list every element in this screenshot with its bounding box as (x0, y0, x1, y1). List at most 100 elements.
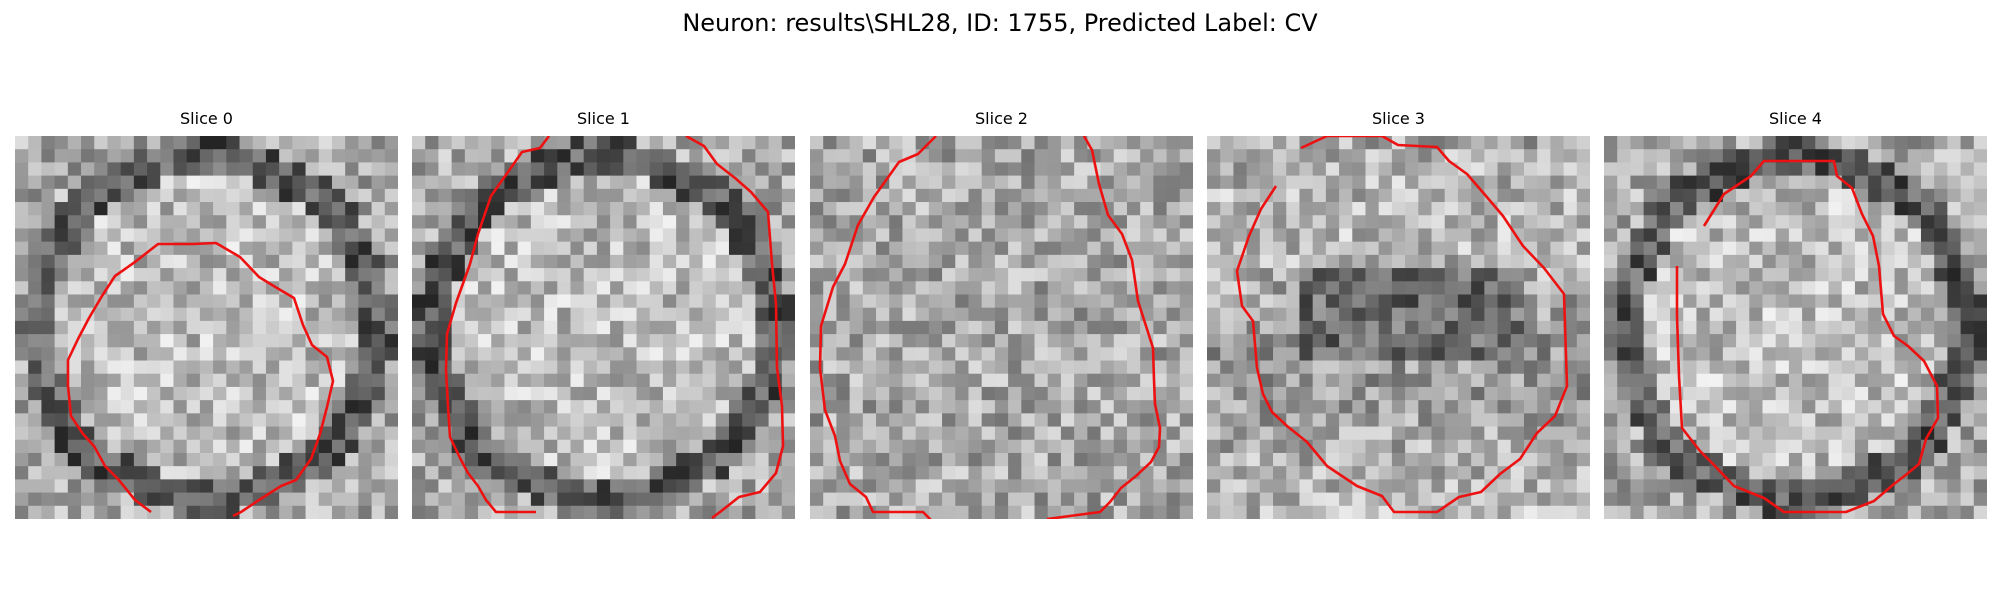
pixel-cell (530, 202, 545, 216)
pixel-cell (781, 228, 795, 243)
pixel-cell (425, 241, 440, 256)
pixel-cell (517, 175, 532, 190)
pixel-cell (15, 241, 29, 256)
pixel-cell (464, 334, 479, 348)
pixel-cell (1709, 254, 1724, 269)
pixel-cell (1722, 373, 1737, 388)
pixel-cell (1497, 360, 1512, 375)
pixel-cell (570, 452, 585, 467)
pixel-cell (464, 479, 479, 494)
pixel-cell (451, 320, 466, 335)
pixel-cell (662, 334, 677, 348)
pixel-cell (755, 466, 770, 480)
pixel-cell (1365, 228, 1380, 243)
pixel-cell (1696, 294, 1711, 309)
pixel-cell (1339, 373, 1353, 388)
pixel-cell (1179, 162, 1193, 177)
pixel-cell (1484, 254, 1499, 269)
pixel-cell (583, 373, 598, 388)
pixel-cell (1299, 281, 1314, 296)
pixel-cell (1722, 281, 1737, 296)
pixel-cell (1497, 228, 1512, 243)
pixel-cell (1934, 479, 1948, 494)
pixel-cell (662, 162, 677, 177)
pixel-cell (318, 268, 333, 282)
pixel-cell (1497, 492, 1512, 507)
pixel-cell (676, 479, 690, 494)
pixel-cell (133, 307, 148, 322)
slice-panel-3: Slice 3 (1207, 108, 1590, 522)
pixel-cell (1444, 426, 1459, 441)
pixel-cell (1881, 347, 1896, 362)
pixel-cell (292, 439, 307, 454)
pixel-cell (715, 492, 730, 507)
pixel-cell (1352, 505, 1367, 519)
pixel-cell (173, 426, 188, 441)
pixel-cell (1299, 360, 1314, 375)
pixel-cell (1431, 400, 1446, 414)
pixel-cell (147, 439, 161, 454)
pixel-cell (742, 281, 756, 296)
pixel-cell (1047, 188, 1062, 203)
pixel-cell (1286, 149, 1301, 164)
pixel-cell (1273, 320, 1287, 335)
pixel-cell (1894, 294, 1909, 309)
pixel-cell (849, 188, 864, 203)
pixel-cell (358, 202, 373, 216)
pixel-cell (1471, 241, 1485, 256)
pixel-cell (1749, 254, 1764, 269)
pixel-cell (1920, 268, 1935, 282)
pixel-cell (438, 294, 453, 309)
pixel-cell (279, 241, 293, 256)
pixel-cell (133, 334, 148, 348)
pixel-cell (662, 294, 677, 309)
pixel-cell (1378, 228, 1393, 243)
pixel-cell (649, 439, 664, 454)
pixel-cell (1484, 175, 1499, 190)
pixel-cell (968, 505, 983, 519)
pixel-cell (1365, 373, 1380, 388)
pixel-cell (1312, 215, 1327, 230)
pixel-cell (1325, 320, 1340, 335)
pixel-cell (265, 175, 280, 190)
pixel-cell (662, 241, 677, 256)
pixel-cell (1523, 281, 1538, 296)
pixel-cell (1537, 466, 1551, 480)
pixel-cell (1444, 320, 1459, 335)
pixel-cell (28, 334, 43, 348)
pixel-cell (252, 228, 267, 243)
pixel-cell (768, 215, 783, 230)
pixel-cell (1841, 347, 1856, 362)
pixel-cell (1286, 439, 1301, 454)
pixel-cell (1841, 241, 1856, 256)
pixel-cell (557, 347, 572, 362)
pixel-cell (1418, 479, 1433, 494)
pixel-cell (994, 188, 1009, 203)
pixel-cell (849, 320, 864, 335)
pixel-cell (1523, 202, 1538, 216)
pixel-cell (715, 466, 730, 480)
pixel-cell (1100, 294, 1115, 309)
pixel-cell (636, 466, 651, 480)
slice-pixels-2 (810, 136, 1193, 519)
pixel-cell (596, 479, 611, 494)
pixel-cell (1696, 188, 1711, 203)
pixel-cell (1047, 175, 1062, 190)
pixel-cell (715, 347, 730, 362)
pixel-cell (451, 228, 466, 243)
pixel-cell (849, 413, 864, 428)
pixel-cell (1894, 347, 1909, 362)
pixel-cell (1920, 202, 1935, 216)
pixel-cell (1643, 241, 1658, 256)
pixel-cell (173, 175, 188, 190)
pixel-cell (623, 505, 638, 519)
pixel-cell (1087, 413, 1102, 428)
pixel-cell (1973, 241, 1987, 256)
pixel-cell (1286, 479, 1301, 494)
pixel-cell (478, 188, 492, 203)
pixel-cell (41, 466, 56, 480)
pixel-cell (557, 452, 572, 467)
pixel-cell (1457, 400, 1472, 414)
pixel-cell (1034, 479, 1049, 494)
pixel-cell (1643, 505, 1658, 519)
